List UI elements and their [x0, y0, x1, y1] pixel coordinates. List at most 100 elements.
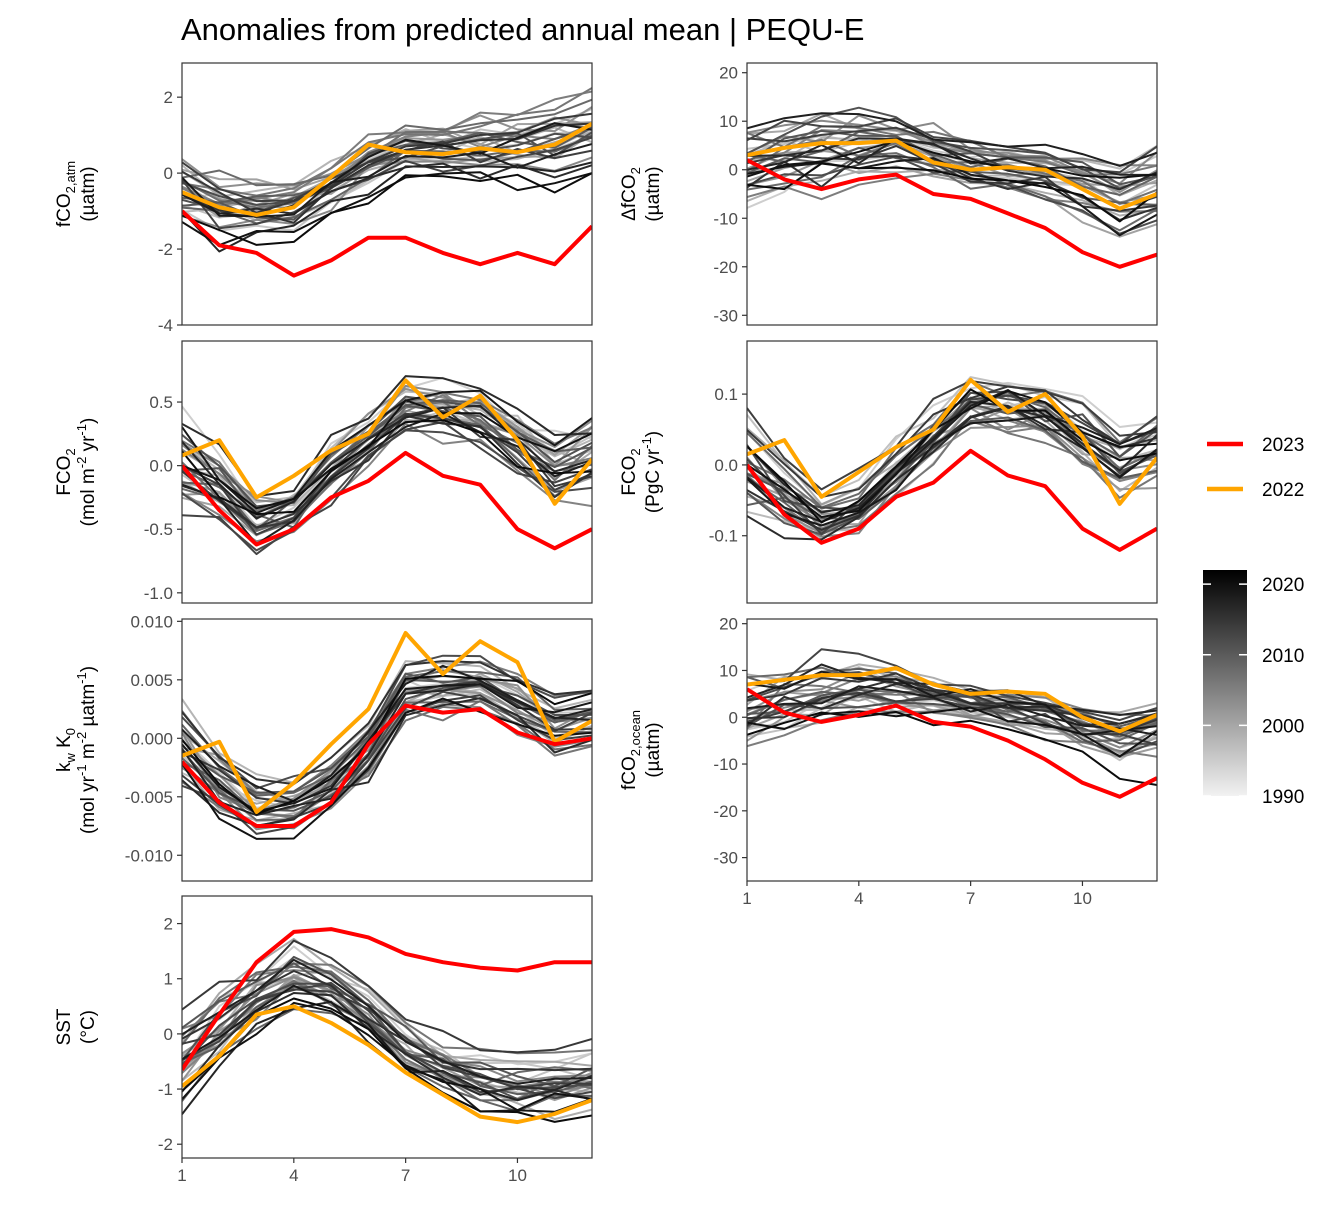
- y-tick-label: -2: [158, 240, 173, 259]
- x-tick-label: 7: [966, 889, 975, 908]
- panel-dfco2: 20 10 0 -10 -20 -30 ΔfCO2​(µatm): [619, 62, 1158, 326]
- series-line-2014: [182, 939, 592, 1054]
- y-tick-label: 0.005: [130, 671, 173, 690]
- series-line-2019: [747, 415, 1157, 527]
- series-line-2018: [747, 389, 1157, 523]
- y-tick-label: -4: [158, 316, 173, 335]
- series-line-2005: [747, 138, 1157, 205]
- series-line-2018: [747, 112, 1157, 167]
- series-line-2020: [182, 399, 592, 510]
- series-line-2021: [182, 172, 592, 246]
- y-axis-title: SST (°C): [54, 1008, 99, 1045]
- y-tick-label: 0: [729, 708, 738, 727]
- y-tick-label: -20: [713, 802, 738, 821]
- series-line-2023: [747, 687, 1157, 799]
- y-tick-label: -2: [158, 1135, 173, 1154]
- y-tick-label: 0: [729, 161, 738, 180]
- series-line-2023: [182, 703, 592, 828]
- series-line-2020: [747, 139, 1157, 179]
- series-line-2018: [182, 664, 592, 803]
- series-line-2012: [182, 690, 592, 835]
- panel-fco2atm: 2 0 -2 -4 fCO2,atm​(µatm): [54, 62, 593, 335]
- series-line-2017: [182, 161, 592, 253]
- series-line-2006: [182, 965, 592, 1087]
- y-tick-label: 0.000: [130, 729, 173, 748]
- series-line-1990: [747, 381, 1157, 507]
- y-tick-label: 20: [719, 615, 738, 634]
- x-tick-label: 1: [742, 889, 751, 908]
- legend-label-2022: 2022: [1262, 480, 1304, 501]
- colorbar-label-2000: 2000: [1262, 716, 1304, 737]
- series-line-2004: [182, 87, 592, 197]
- series-line-2022: [747, 666, 1157, 734]
- series-line-2016: [747, 683, 1157, 727]
- series-line-2019: [182, 683, 592, 813]
- x-tick-label: 4: [854, 889, 863, 908]
- panel-frame: [746, 340, 1158, 604]
- series-line-2000: [182, 388, 592, 504]
- series-line-2007: [747, 130, 1157, 196]
- series-line-2023: [747, 158, 1157, 269]
- panel-frame: [181, 895, 593, 1159]
- series-line-2022: [182, 378, 592, 506]
- y-axis-title: FCO2​(mol m-2​ yr-1​): [54, 418, 99, 527]
- background-lines: [747, 376, 1157, 541]
- series-line-2012: [182, 421, 592, 556]
- panel-fco2pg: 0.1 0.0 -0.1 FCO2​(PgC yr-1​): [619, 340, 1158, 604]
- series-line-2018: [182, 958, 592, 1085]
- series-line-2014: [182, 681, 592, 805]
- series-line-2021: [747, 162, 1157, 223]
- series-line-2013: [182, 412, 592, 536]
- series-line-2012: [747, 648, 1157, 722]
- series-line-2020: [182, 1001, 592, 1112]
- colorbar-label-1990: 1990: [1262, 787, 1304, 808]
- series-line-2022: [747, 138, 1157, 211]
- y-tick-label: -0.010: [125, 846, 173, 865]
- series-line-2020: [747, 706, 1157, 758]
- y-tick-label: 0.0: [714, 456, 738, 475]
- y-tick-label: -0.5: [144, 520, 173, 539]
- y-axis-title: FCO2​(PgC yr-1​): [619, 431, 664, 513]
- y-tick-label: -30: [713, 306, 738, 325]
- series-line-2004: [747, 125, 1157, 176]
- series-line-2021: [182, 674, 592, 815]
- series-line-2020: [747, 389, 1157, 518]
- y-tick-label: 0: [164, 1025, 173, 1044]
- y-tick-label: 10: [719, 112, 738, 131]
- panel-frame: [746, 618, 1158, 882]
- y-tick-label: -1.0: [144, 584, 173, 603]
- y-axis-title: fCO2,ocean​(µatm): [619, 710, 664, 790]
- x-tick-label: 7: [401, 1166, 410, 1185]
- panel-frame: [181, 340, 593, 604]
- series-line-1991: [182, 956, 592, 1071]
- series-line-2012: [182, 136, 592, 230]
- y-tick-label: 10: [719, 661, 738, 680]
- series-line-2015: [182, 660, 592, 786]
- series-line-2011: [182, 982, 592, 1091]
- panel-fco2ocean: 20 10 0 -10 -20 -30 1 4 7 10 fCO2,ocean​(µatm): [619, 615, 1158, 908]
- y-tick-label: 0.0: [149, 457, 173, 476]
- chart-title: Anomalies from predicted annual mean | P…: [181, 12, 865, 47]
- y-tick-label: 1: [164, 970, 173, 989]
- series-line-2016: [182, 992, 592, 1101]
- x-tick-label: 1: [177, 1166, 186, 1185]
- series-line-2019: [182, 389, 592, 514]
- background-lines: [182, 937, 592, 1123]
- series-line-2002: [747, 126, 1157, 167]
- panel-fco2flux: 0.5 0.0 -0.5 -1.0 FCO2​(mol m-2​ yr-1​): [54, 340, 593, 604]
- series-line-2021: [182, 419, 592, 516]
- colorbar-gradient: [1203, 570, 1247, 796]
- series-line-2014: [747, 145, 1157, 212]
- background-lines: [747, 106, 1157, 238]
- y-tick-label: 2: [164, 915, 173, 934]
- x-tick-label: 4: [289, 1166, 298, 1185]
- panel-frame: [181, 62, 593, 326]
- series-line-2016: [182, 162, 592, 215]
- series-line-2023: [182, 209, 592, 278]
- x-tick-label: 10: [1073, 889, 1092, 908]
- series-line-2016: [747, 137, 1157, 191]
- panel-frame: [181, 618, 593, 882]
- legend: 2023 2022: [1207, 435, 1304, 501]
- y-tick-label: 0.010: [130, 612, 173, 631]
